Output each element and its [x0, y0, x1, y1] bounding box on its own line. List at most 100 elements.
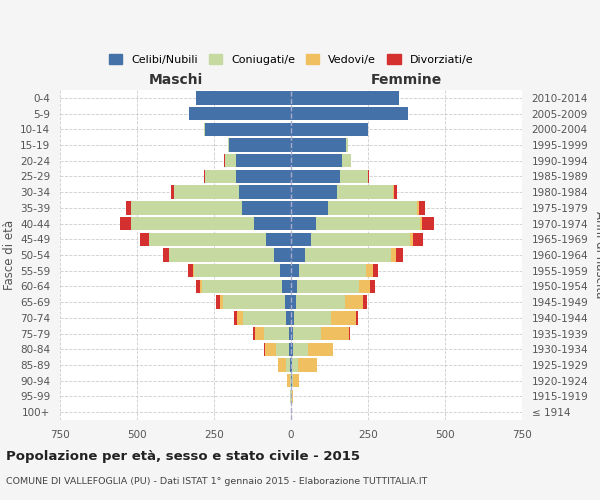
Bar [291, 138, 346, 151]
Bar [234, 311, 237, 324]
Text: Maschi: Maschi [148, 72, 203, 86]
Bar [421, 217, 422, 230]
Bar [204, 170, 205, 183]
Bar [367, 264, 373, 278]
Bar [285, 296, 291, 309]
Bar [422, 217, 434, 230]
Bar [311, 232, 410, 246]
Bar [394, 186, 397, 199]
Bar [359, 280, 370, 293]
Bar [368, 170, 369, 183]
Bar [220, 296, 223, 309]
Bar [332, 342, 333, 356]
Bar [205, 170, 236, 183]
Bar [286, 358, 290, 372]
Bar [254, 327, 264, 340]
Bar [264, 327, 289, 340]
Bar [331, 311, 356, 324]
Bar [239, 186, 291, 199]
Bar [293, 342, 308, 356]
Bar [328, 201, 417, 214]
Bar [196, 280, 200, 293]
Bar [291, 122, 368, 136]
Bar [264, 342, 265, 356]
Bar [299, 264, 367, 278]
Text: Popolazione per età, sesso e stato civile - 2015: Popolazione per età, sesso e stato civil… [6, 450, 360, 463]
Bar [364, 296, 367, 309]
Bar [229, 138, 291, 151]
Bar [236, 154, 291, 168]
Bar [291, 296, 296, 309]
Bar [419, 201, 425, 214]
Bar [205, 122, 291, 136]
Bar [120, 217, 131, 230]
Bar [291, 217, 316, 230]
Bar [321, 327, 349, 340]
Bar [297, 280, 359, 293]
Bar [254, 217, 291, 230]
Y-axis label: Anni di nascita: Anni di nascita [593, 212, 600, 298]
Bar [282, 280, 291, 293]
Bar [280, 264, 291, 278]
Bar [346, 138, 348, 151]
Bar [392, 186, 394, 199]
Bar [291, 280, 297, 293]
Bar [265, 342, 275, 356]
Bar [149, 232, 266, 246]
Bar [345, 296, 364, 309]
Bar [200, 280, 202, 293]
Bar [291, 91, 399, 104]
Bar [169, 248, 274, 262]
Bar [410, 232, 413, 246]
Bar [225, 154, 236, 168]
Bar [266, 232, 291, 246]
Bar [291, 154, 342, 168]
Bar [291, 186, 337, 199]
Bar [370, 280, 375, 293]
Bar [289, 327, 291, 340]
Bar [188, 264, 193, 278]
Bar [294, 311, 331, 324]
Bar [292, 374, 293, 388]
Bar [193, 264, 194, 278]
Bar [131, 201, 242, 214]
Bar [337, 186, 392, 199]
Bar [291, 327, 293, 340]
Bar [174, 186, 239, 199]
Bar [194, 264, 280, 278]
Bar [291, 107, 408, 120]
Bar [253, 327, 254, 340]
Bar [413, 232, 424, 246]
Bar [356, 311, 358, 324]
Bar [243, 311, 286, 324]
Bar [291, 264, 299, 278]
Bar [293, 374, 299, 388]
Text: Femmine: Femmine [371, 72, 442, 86]
Bar [292, 390, 293, 403]
Bar [296, 296, 345, 309]
Bar [417, 201, 419, 214]
Bar [291, 170, 340, 183]
Bar [190, 107, 291, 120]
Bar [342, 154, 351, 168]
Bar [298, 358, 317, 372]
Bar [373, 264, 378, 278]
Bar [236, 170, 291, 183]
Bar [274, 248, 291, 262]
Bar [293, 327, 321, 340]
Bar [171, 186, 174, 199]
Bar [308, 342, 332, 356]
Bar [316, 217, 421, 230]
Bar [131, 217, 254, 230]
Bar [290, 358, 291, 372]
Bar [215, 296, 220, 309]
Bar [292, 358, 298, 372]
Bar [349, 327, 350, 340]
Bar [391, 248, 396, 262]
Bar [291, 311, 294, 324]
Bar [291, 248, 305, 262]
Bar [196, 91, 291, 104]
Bar [291, 358, 292, 372]
Bar [305, 248, 391, 262]
Bar [242, 201, 291, 214]
